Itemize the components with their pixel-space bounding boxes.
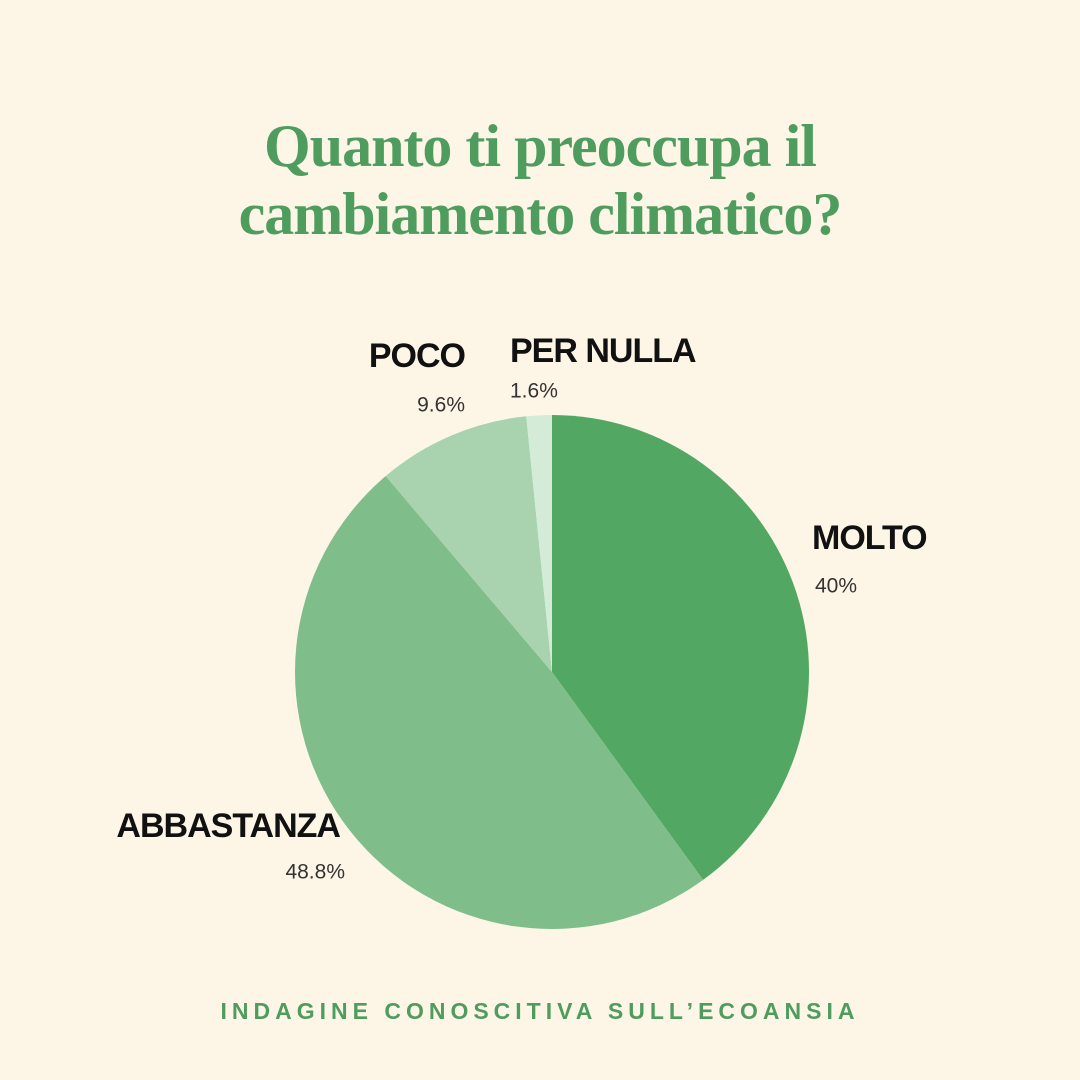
slice-label: POCO	[369, 337, 466, 375]
value-label: 9.6%	[417, 394, 465, 417]
value-label: 40%	[815, 575, 857, 598]
pie-slice	[526, 415, 552, 672]
value-label: 1.6%	[510, 380, 558, 403]
slice-label: MOLTO	[812, 519, 927, 557]
value-label: 48.8%	[285, 861, 345, 884]
pie-slice	[295, 476, 704, 929]
caption: INDAGINE CONOSCITIVA SULL’ECOANSIA	[220, 998, 860, 1024]
pie-slice	[385, 416, 552, 672]
slice-label: PER NULLA	[510, 332, 696, 370]
pie-slice	[552, 415, 809, 880]
chart-title: Quanto ti preoccupa il cambiamento clima…	[238, 113, 843, 247]
slice-label: ABBASTANZA	[116, 807, 340, 845]
